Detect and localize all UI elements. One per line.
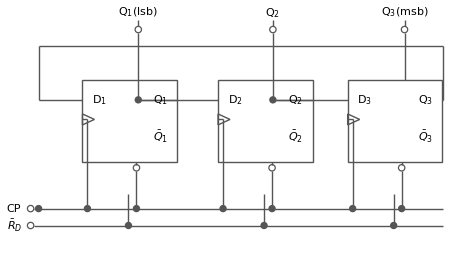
Text: Q$_1$(lsb): Q$_1$(lsb) (118, 6, 158, 20)
Circle shape (134, 206, 139, 211)
Text: $\bar{Q}_3$: $\bar{Q}_3$ (418, 129, 433, 145)
Bar (82, 80, 177, 162)
Bar (218, 80, 313, 162)
Text: Q$_2$: Q$_2$ (265, 6, 281, 20)
Bar (347, 80, 442, 162)
Circle shape (261, 223, 267, 228)
Circle shape (135, 97, 141, 103)
Circle shape (36, 206, 42, 211)
Text: D$_2$: D$_2$ (228, 93, 242, 107)
Text: Q$_2$: Q$_2$ (288, 93, 303, 107)
Text: D$_1$: D$_1$ (92, 93, 107, 107)
Circle shape (270, 97, 276, 103)
Text: $\bar{Q}_2$: $\bar{Q}_2$ (288, 129, 303, 145)
Text: Q$_3$(msb): Q$_3$(msb) (381, 6, 428, 20)
Text: CP: CP (7, 204, 21, 214)
Text: D$_3$: D$_3$ (357, 93, 372, 107)
Circle shape (269, 206, 275, 211)
Text: Q$_1$: Q$_1$ (153, 93, 168, 107)
Circle shape (220, 206, 226, 211)
Text: $\bar{Q}_1$: $\bar{Q}_1$ (153, 129, 168, 145)
Circle shape (84, 206, 91, 211)
Circle shape (391, 223, 397, 228)
Circle shape (350, 206, 356, 211)
Circle shape (126, 223, 131, 228)
Circle shape (399, 206, 405, 211)
Text: $\bar{R}_D$: $\bar{R}_D$ (7, 218, 22, 233)
Text: Q$_3$: Q$_3$ (418, 93, 433, 107)
